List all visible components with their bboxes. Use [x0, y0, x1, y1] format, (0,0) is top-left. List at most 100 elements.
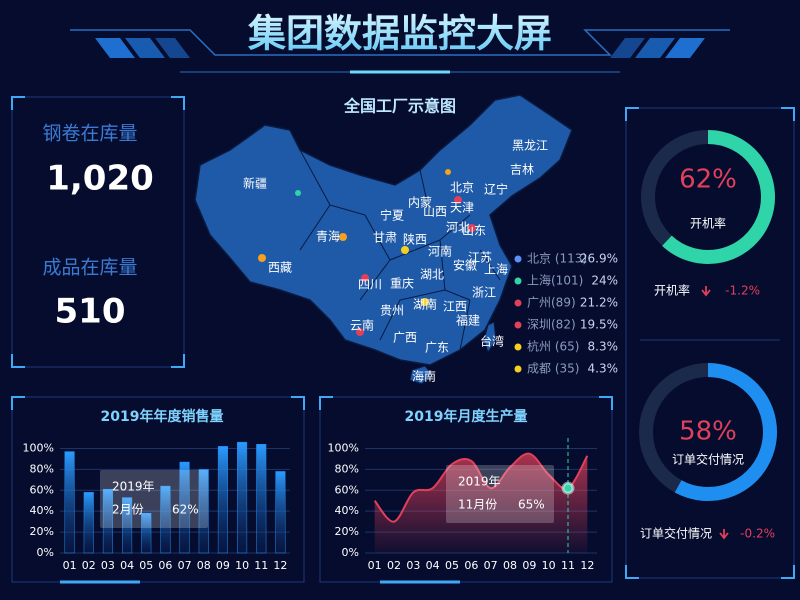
y-tick-label: 20%	[30, 525, 54, 538]
province-label: 黑龙江	[512, 139, 548, 153]
province-label: 台湾	[480, 334, 504, 349]
province-label: 安徽	[453, 258, 477, 273]
y-tick-label: 60%	[30, 483, 54, 496]
province-label: 天津	[450, 201, 474, 215]
legend-dot	[514, 277, 522, 285]
china-map	[194, 94, 573, 385]
x-tick-label: 02	[82, 559, 96, 572]
x-tick-label: 03	[101, 559, 115, 572]
bar	[217, 446, 228, 554]
province-label: 山西	[423, 205, 447, 219]
province-label: 湖南	[413, 297, 437, 312]
province-label: 河北	[446, 221, 470, 235]
y-tick-label: 40%	[335, 504, 359, 517]
x-tick-label: 09	[216, 559, 230, 572]
area	[374, 453, 588, 553]
x-tick-label: 06	[158, 559, 172, 572]
x-tick-label: 12	[580, 559, 594, 572]
legend-label: 成都 (35)	[527, 362, 579, 376]
bar	[198, 469, 209, 554]
gauge-value: 58%	[679, 417, 737, 447]
legend-dot	[514, 343, 522, 351]
y-tick-label: 60%	[335, 483, 359, 496]
bar	[102, 488, 113, 554]
legend-share: 8.3%	[588, 340, 619, 354]
summary-label: 开机率	[654, 283, 690, 298]
province-label: 西藏	[268, 261, 292, 275]
province-label: 重庆	[390, 277, 414, 291]
kpi-label: 成品在库量	[42, 257, 137, 279]
province-label: 广西	[393, 331, 417, 345]
province-label: 浙江	[472, 286, 496, 300]
province-label: 宁夏	[380, 208, 404, 223]
bar	[179, 461, 190, 554]
province-label: 贵州	[380, 304, 404, 318]
y-tick-label: 20%	[335, 525, 359, 538]
y-tick-label: 100%	[328, 441, 359, 454]
bar	[237, 441, 248, 554]
x-tick-label: 07	[178, 559, 192, 572]
province-label: 湖北	[420, 267, 444, 282]
tooltip-label: 11月份	[458, 498, 497, 512]
tooltip-value: 62%	[172, 503, 199, 517]
x-tick-label: 10	[235, 559, 249, 572]
legend-label: 北京 (113)	[527, 252, 587, 266]
page-title: 集团数据监控大屏	[247, 12, 552, 56]
panel-frames	[11, 96, 795, 584]
y-tick-label: 80%	[30, 462, 54, 475]
chart-title: 2019年月度生产量	[405, 408, 528, 425]
legend-dot	[514, 321, 522, 329]
bar	[141, 513, 152, 554]
map-title: 全国工厂示意图	[343, 97, 456, 116]
province-label: 甘肃	[373, 231, 397, 245]
y-tick-label: 100%	[23, 441, 54, 454]
tooltip-title: 2019年	[458, 475, 501, 489]
province-label: 陕西	[403, 232, 427, 247]
legend-share: 4.3%	[588, 362, 619, 376]
tooltip	[446, 465, 554, 523]
province-label: 辽宁	[484, 182, 508, 197]
province-label: 吉林	[510, 163, 534, 177]
legend-share: 26.9%	[580, 252, 618, 266]
x-tick-label: 10	[542, 559, 556, 572]
legend-label: 上海(101)	[527, 273, 583, 288]
province-label: 北京	[450, 181, 474, 195]
down-arrow	[701, 286, 711, 297]
province-label: 内蒙	[408, 196, 432, 210]
gauge-arc	[674, 363, 777, 501]
province-label: 江苏	[468, 251, 492, 265]
tooltip-label: 2月份	[112, 503, 144, 517]
legend-share: 21.2%	[580, 296, 618, 310]
y-tick-label: 80%	[335, 462, 359, 475]
legend-label: 深圳(82)	[527, 318, 576, 332]
x-tick-label: 08	[197, 559, 211, 572]
x-tick-label: 04	[120, 559, 134, 572]
gauge-arc	[662, 130, 775, 264]
province-label: 新疆	[243, 176, 267, 191]
summary-change: -0.2%	[740, 527, 775, 541]
legend-share: 19.5%	[580, 318, 618, 332]
summary-change: -1.2%	[725, 284, 760, 298]
legend-dot	[514, 365, 522, 373]
x-tick-label: 04	[426, 559, 440, 572]
legend-dot	[514, 299, 522, 307]
x-tick-label: 09	[522, 559, 536, 572]
kpi-value: 510	[55, 292, 126, 332]
legend-dot	[514, 255, 522, 263]
bar	[122, 497, 133, 554]
province-label: 海南	[412, 369, 436, 384]
gauge-value: 62%	[679, 165, 737, 195]
x-tick-label: 05	[445, 559, 459, 572]
gauge-title: 订单交付情况	[672, 452, 744, 467]
header-decoration	[70, 29, 730, 74]
x-tick-label: 11	[561, 559, 575, 572]
province-label: 四川	[358, 278, 382, 292]
bar	[160, 485, 171, 554]
bar	[64, 451, 75, 554]
gauge-title: 开机率	[690, 216, 726, 231]
down-arrow	[719, 529, 729, 540]
province-label: 云南	[350, 318, 374, 333]
legend-share: 24%	[591, 274, 618, 288]
